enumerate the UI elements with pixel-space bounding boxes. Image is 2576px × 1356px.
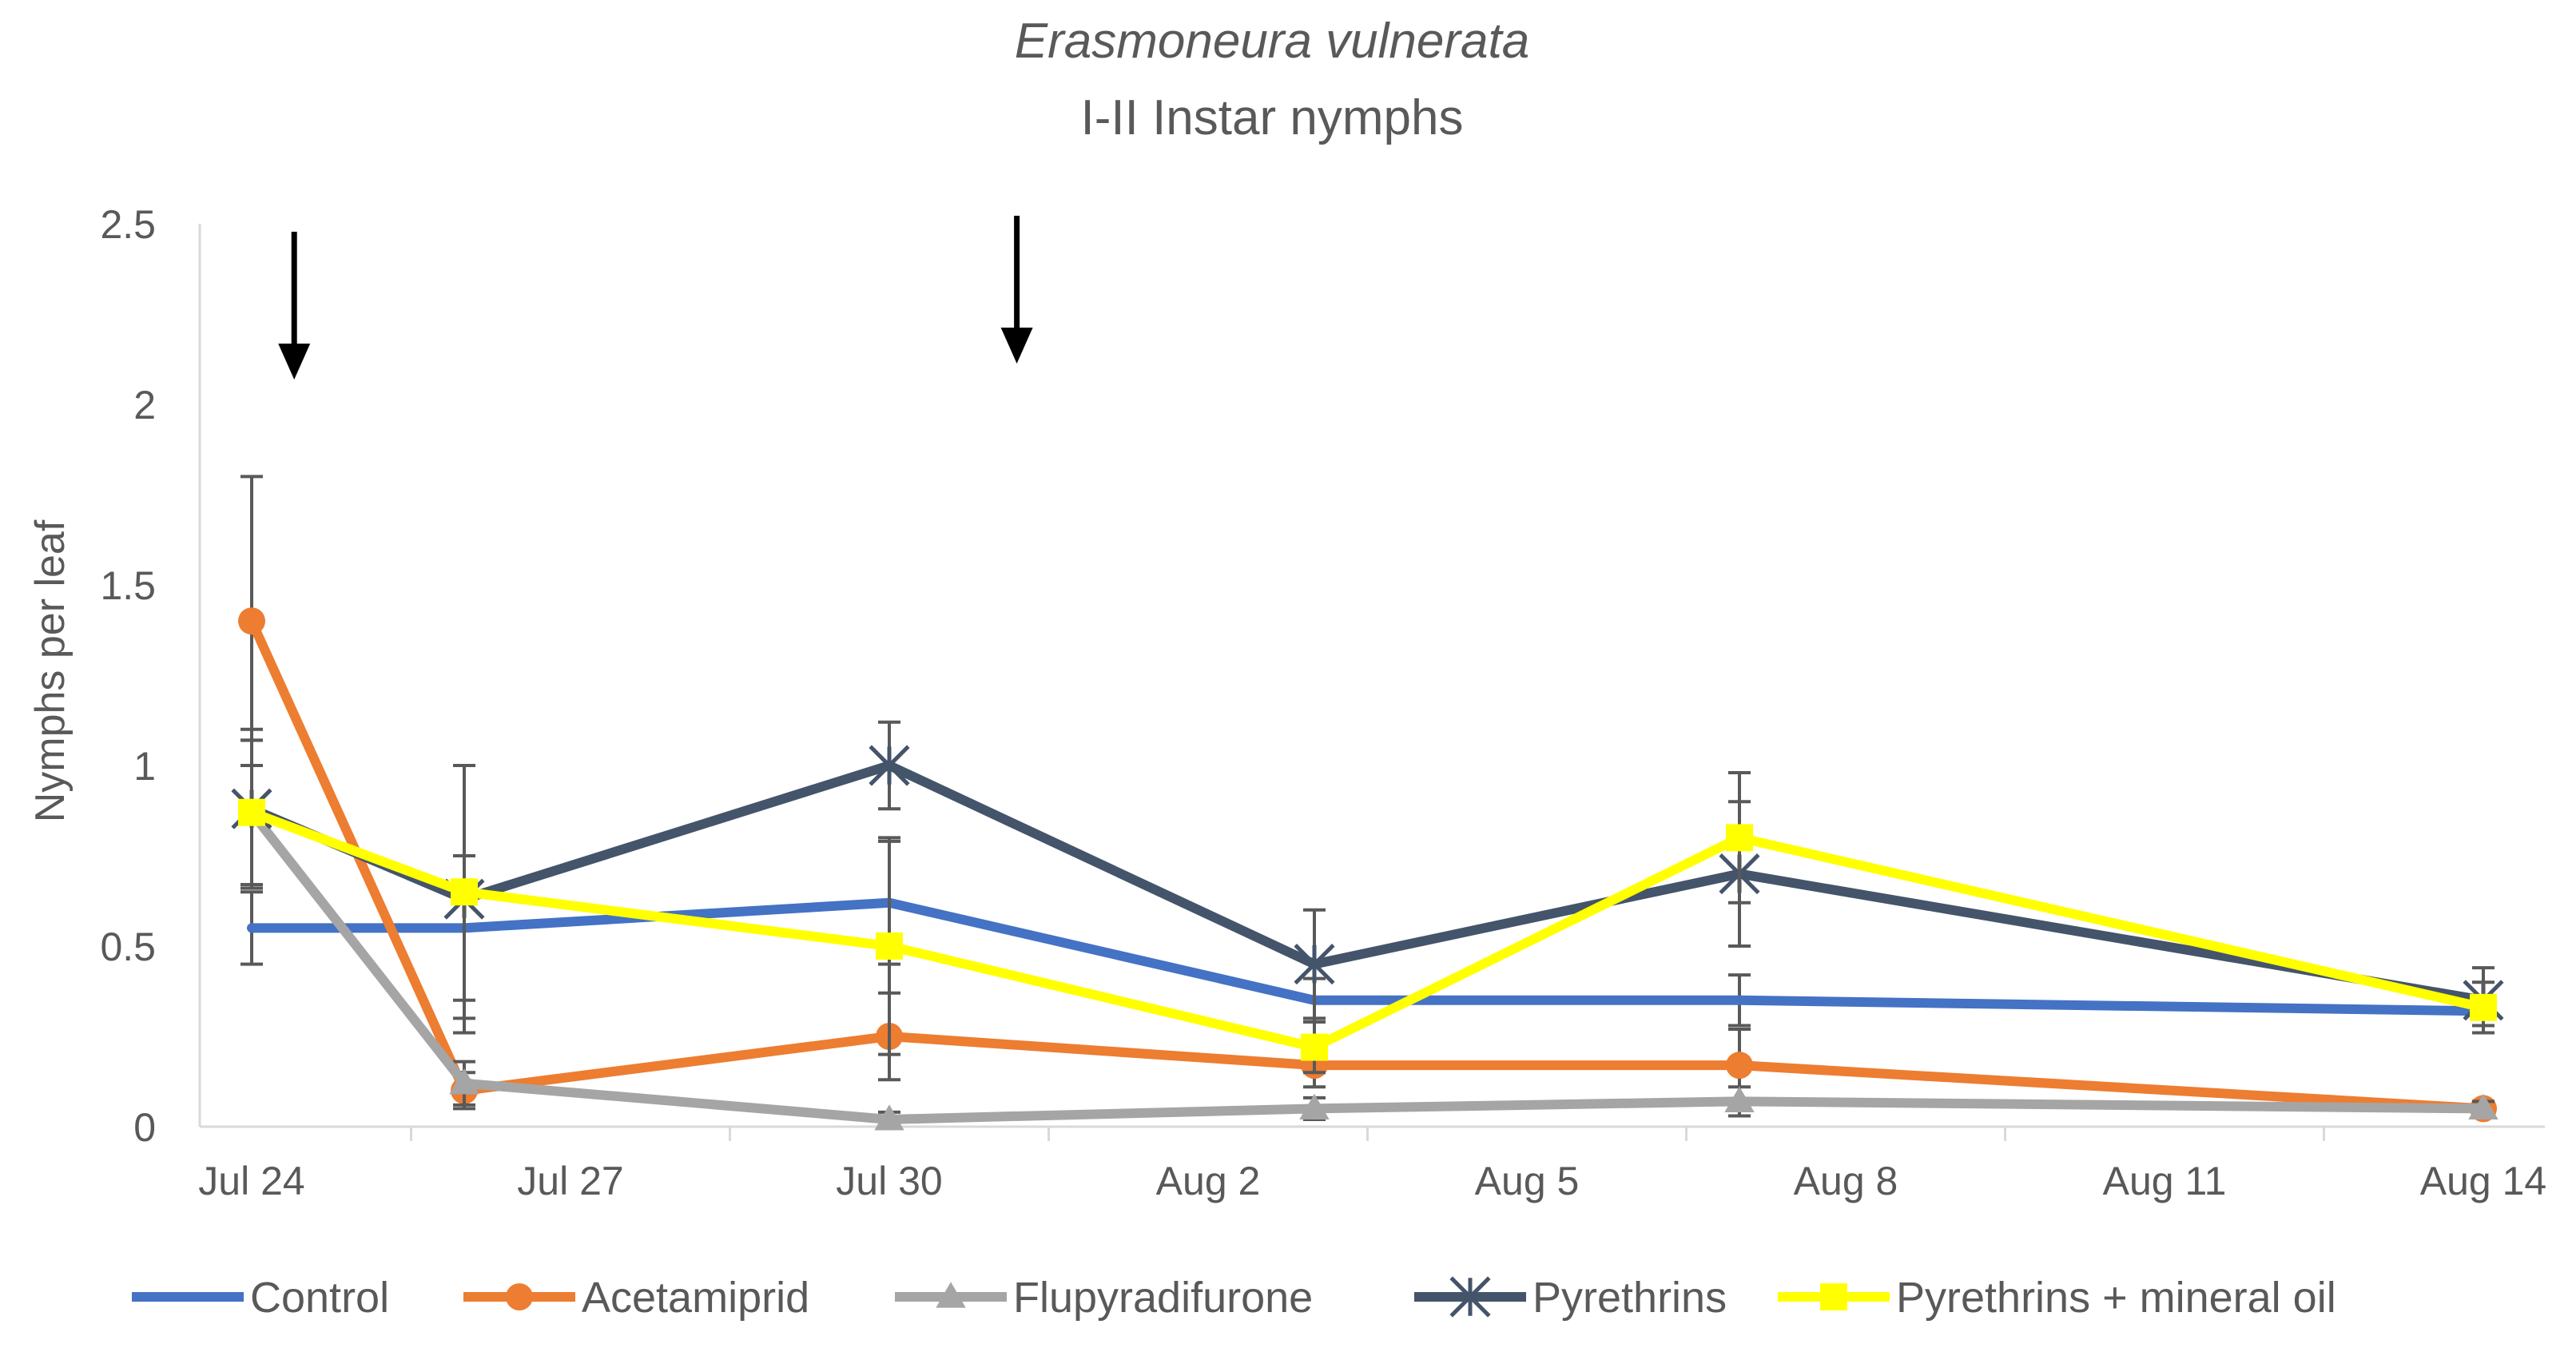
legend-label: Acetamiprid (582, 1274, 809, 1322)
marker-square (238, 798, 265, 826)
series-line (247, 807, 2488, 1052)
x-tick-label: Aug 5 (1475, 1159, 1580, 1203)
application-arrow (1000, 216, 1033, 364)
legend-item: Acetamiprid (463, 1274, 809, 1322)
y-tick-label: 1 (133, 744, 156, 789)
x-axis: Jul 24 Jul 27 Jul 30 Aug 2 Aug 5 Aug 8 Aug 11 A… (198, 1125, 2546, 1203)
series-pyrethrins (231, 720, 2504, 1035)
marker-triangle (449, 1068, 479, 1095)
legend-label: Flupyradifurone (1013, 1274, 1313, 1322)
series-line (247, 761, 2488, 1005)
series-line (247, 616, 2488, 1114)
x-tick-label: Aug 11 (2103, 1159, 2227, 1203)
x-tick-label: Jul 27 (517, 1159, 623, 1203)
legend-label: Pyrethrins (1532, 1274, 1727, 1322)
marker-triangle (936, 1282, 966, 1308)
y-axis-ticks: 0 0.5 1 1.5 2 2.5 (100, 202, 201, 1150)
marker-circle (506, 1283, 533, 1310)
legend: Control Acetamiprid Flupyradifurone Pyrethr… (132, 1274, 2336, 1322)
x-tick-label: Jul 24 (198, 1159, 304, 1203)
chart-title: Erasmoneura vulnerata I-II Instar nymphs (1015, 14, 1529, 145)
marker-circle (1726, 1052, 1753, 1080)
x-tick-label: Aug 2 (1156, 1159, 1261, 1203)
y-tick-label: 2.5 (100, 202, 156, 247)
series-line (247, 807, 2488, 1124)
x-tick-label: Aug 14 (2420, 1159, 2546, 1203)
legend-item: Pyrethrins + mineral oil (1778, 1274, 2336, 1322)
marker-star (1294, 944, 1335, 985)
marker-square (451, 878, 478, 906)
application-arrows (278, 216, 1033, 380)
legend-item: Flupyradifurone (895, 1274, 1313, 1322)
marker-circle (238, 607, 265, 635)
y-tick-label: 2 (133, 383, 156, 427)
chart-subtitle-text: I-II Instar nymphs (1081, 90, 1464, 145)
marker-triangle (2468, 1093, 2498, 1119)
y-tick-label: 0 (133, 1105, 156, 1150)
marker-triangle (874, 1104, 904, 1131)
marker-star (869, 745, 910, 786)
arrow-head (278, 344, 311, 380)
marker-square (1301, 1033, 1328, 1061)
arrow-head (1000, 328, 1033, 364)
error-bars (241, 720, 2495, 1035)
marker-square (876, 932, 903, 960)
marker-square (2470, 993, 2497, 1021)
application-arrow (278, 232, 311, 380)
series-pyrethrins-mineral-oil (238, 738, 2497, 1075)
series-layer (231, 475, 2504, 1131)
series-line (247, 897, 2488, 1016)
legend-item: Control (132, 1274, 389, 1322)
x-tick-label: Aug 8 (1794, 1159, 1898, 1203)
marker-square (1820, 1283, 1847, 1310)
legend-label: Pyrethrins + mineral oil (1896, 1274, 2336, 1322)
marker-square (1726, 824, 1753, 852)
legend-label: Control (250, 1274, 389, 1322)
series-acetamiprid (238, 475, 2497, 1123)
marker-triangle (1299, 1093, 1330, 1119)
y-tick-label: 1.5 (100, 563, 156, 608)
chart-title-text: Erasmoneura vulnerata (1015, 14, 1529, 69)
y-tick-label: 0.5 (100, 925, 156, 969)
marker-star (1449, 1276, 1491, 1318)
x-tick-label: Jul 30 (836, 1159, 942, 1203)
marker-triangle (1724, 1086, 1755, 1112)
y-axis-label: Nymphs per leaf (27, 519, 74, 822)
legend-item: Pyrethrins (1414, 1274, 1727, 1322)
